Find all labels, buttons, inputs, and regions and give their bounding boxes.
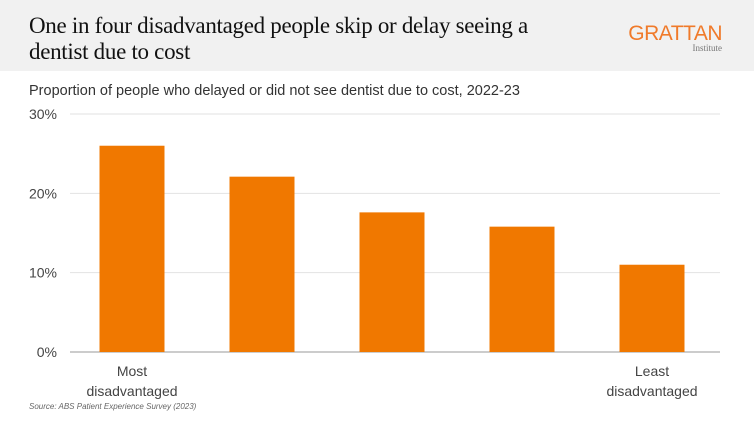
bar (359, 212, 425, 352)
logo-main: GRATTAN (628, 22, 722, 45)
y-tick-label: 30% (29, 106, 57, 122)
logo-sub: Institute (692, 43, 723, 53)
bar (619, 264, 685, 352)
grattan-logo: GRATTAN Institute (628, 22, 723, 53)
y-tick-label: 20% (29, 185, 57, 201)
source-note: Source: ABS Patient Experience Survey (2… (29, 402, 197, 411)
bar (99, 145, 165, 352)
x-category-label: disadvantaged (606, 383, 697, 399)
x-category-label: Least (635, 363, 669, 379)
header-band: One in four disadvantaged people skip or… (0, 0, 754, 71)
bar (489, 226, 555, 352)
x-category-label: disadvantaged (86, 383, 177, 399)
x-category-label: Most (117, 363, 147, 379)
chart-title: One in four disadvantaged people skip or… (29, 13, 528, 64)
y-tick-label: 0% (37, 344, 57, 360)
y-tick-label: 10% (29, 265, 57, 281)
chart-subtitle: Proportion of people who delayed or did … (29, 83, 520, 99)
bar (229, 176, 295, 352)
